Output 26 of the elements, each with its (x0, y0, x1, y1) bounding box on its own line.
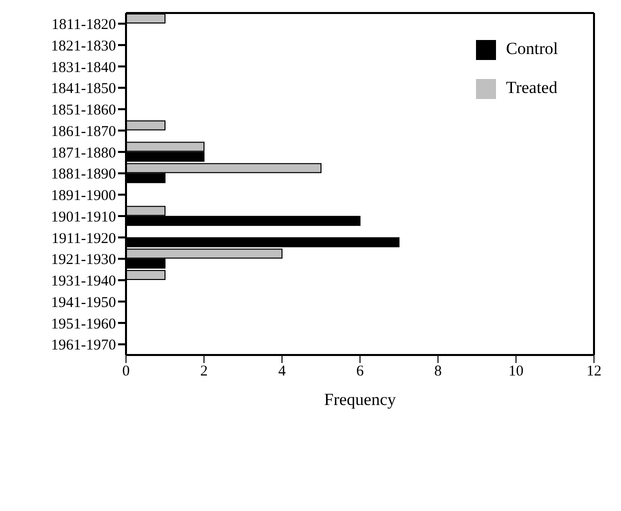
y-tick-label: 1821-1830 (51, 38, 116, 54)
y-tick-label: 1811-1820 (52, 17, 116, 34)
x-tick-label: 4 (278, 364, 286, 380)
y-tick-label: 1961-1970 (51, 338, 116, 354)
x-tick-label: 8 (434, 364, 442, 380)
y-tick-label: 1831-1840 (51, 60, 116, 76)
y-tick-label: 1841-1850 (51, 81, 116, 98)
x-tick-label: 2 (200, 364, 208, 380)
y-tick-label: 1891-1900 (51, 188, 116, 204)
y-tick-label: 1911-1920 (52, 230, 116, 247)
y-tick-label: 1901-1910 (51, 209, 116, 226)
y-tick-label: 1921-1930 (51, 252, 116, 268)
y-tick-label: 1861-1870 (51, 124, 116, 140)
y-tick-label: 1851-1860 (51, 102, 116, 119)
x-axis-title: Frequency (324, 390, 396, 409)
x-tick-label: 10 (508, 364, 524, 380)
x-tick-label: 6 (356, 364, 364, 380)
y-tick-label: 1941-1950 (51, 294, 116, 311)
y-tick-label: 1951-1960 (51, 316, 116, 332)
legend-label: Control (506, 39, 558, 58)
x-tick-label: 0 (122, 364, 130, 380)
legend-label: Treated (506, 78, 558, 97)
y-tick-label: 1881-1890 (51, 166, 116, 183)
y-tick-label: 1871-1880 (51, 145, 116, 162)
y-tick-label: 1931-1940 (51, 274, 116, 290)
x-tick-label: 12 (586, 364, 602, 380)
